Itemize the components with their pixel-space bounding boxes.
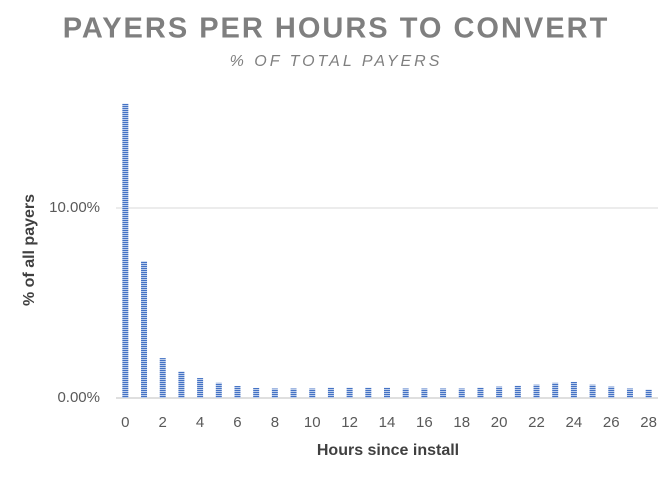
x-tick-label: 22: [528, 414, 545, 431]
x-tick-label: 28: [640, 414, 657, 431]
bar: [626, 388, 633, 398]
y-tick-label: 10.00%: [49, 199, 100, 216]
bar: [234, 386, 241, 398]
bar: [514, 385, 521, 398]
bar: [440, 388, 447, 398]
bar: [271, 388, 278, 398]
bar: [477, 387, 484, 398]
bar: [290, 388, 297, 398]
chart-subtitle: % OF TOTAL PAYERS: [230, 53, 443, 70]
bar: [458, 388, 465, 398]
bar: [178, 371, 185, 398]
y-tick-label: 0.00%: [57, 389, 100, 406]
x-tick-label: 0: [121, 414, 129, 431]
bar: [589, 384, 596, 398]
bar: [384, 387, 390, 398]
x-tick-label: 18: [453, 414, 470, 431]
x-tick-label: 10: [304, 414, 321, 431]
bar: [215, 382, 222, 398]
bar: [346, 387, 353, 398]
bar: [309, 388, 316, 398]
x-tick-label: 24: [566, 414, 583, 431]
x-tick-label: 26: [603, 414, 620, 431]
bar: [608, 386, 615, 398]
x-tick-label: 6: [233, 414, 241, 431]
bar: [570, 381, 577, 398]
bar: [253, 387, 260, 398]
bar: [141, 261, 148, 398]
bar: [421, 388, 428, 398]
bar: [365, 387, 372, 398]
bar: [159, 358, 166, 398]
chart-title: PAYERS PER HOURS TO CONVERT: [63, 13, 610, 45]
x-tick-label: 20: [491, 414, 508, 431]
x-tick-label: 2: [159, 414, 167, 431]
x-tick-label: 14: [379, 414, 396, 431]
bar: [122, 103, 129, 398]
y-axis-title: % of all payers: [21, 194, 38, 306]
bar: [402, 388, 409, 398]
x-tick-label: 16: [416, 414, 433, 431]
bar: [197, 378, 204, 398]
x-tick-label: 4: [196, 414, 204, 431]
bar: [496, 386, 503, 398]
x-tick-label: 12: [341, 414, 358, 431]
bar: [645, 389, 652, 398]
bar: [533, 384, 540, 398]
bar: [327, 387, 334, 398]
x-axis-title: Hours since install: [317, 442, 459, 459]
x-tick-label: 8: [271, 414, 279, 431]
bar: [552, 382, 559, 398]
